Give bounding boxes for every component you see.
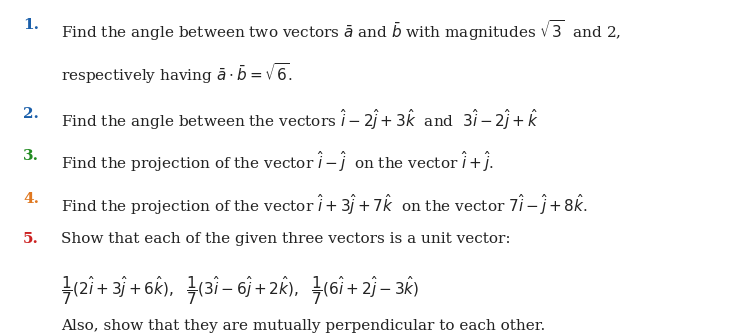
Text: 5.: 5. (24, 231, 39, 246)
Text: Find the projection of the vector $\hat{i}+3\hat{j}+7\hat{k}$  on the vector $7\: Find the projection of the vector $\hat{… (61, 192, 588, 217)
Text: 4.: 4. (24, 192, 39, 206)
Text: $\dfrac{1}{7}(2\hat{i}+3\hat{j}+6\hat{k}),\ \ \dfrac{1}{7}(3\hat{i}-6\hat{j}+2\h: $\dfrac{1}{7}(2\hat{i}+3\hat{j}+6\hat{k}… (61, 274, 420, 307)
Text: 3.: 3. (24, 149, 39, 163)
Text: Find the projection of the vector $\hat{i}-\hat{j}$  on the vector $\hat{i}+\hat: Find the projection of the vector $\hat{… (61, 149, 495, 174)
Text: Also, show that they are mutually perpendicular to each other.: Also, show that they are mutually perpen… (61, 319, 545, 333)
Text: respectively having $\bar{a}\cdot\bar{b} = \sqrt{6}$.: respectively having $\bar{a}\cdot\bar{b}… (61, 61, 293, 86)
Text: Find the angle between the vectors $\hat{i}-2\hat{j}+3\hat{k}$  and  $3\hat{i}-2: Find the angle between the vectors $\hat… (61, 107, 539, 132)
Text: 2.: 2. (24, 107, 39, 121)
Text: Show that each of the given three vectors is a unit vector:: Show that each of the given three vector… (61, 231, 511, 246)
Text: Find the angle between two vectors $\bar{a}$ and $\bar{b}$ with magnitudes $\sqr: Find the angle between two vectors $\bar… (61, 18, 622, 43)
Text: 1.: 1. (24, 18, 39, 32)
